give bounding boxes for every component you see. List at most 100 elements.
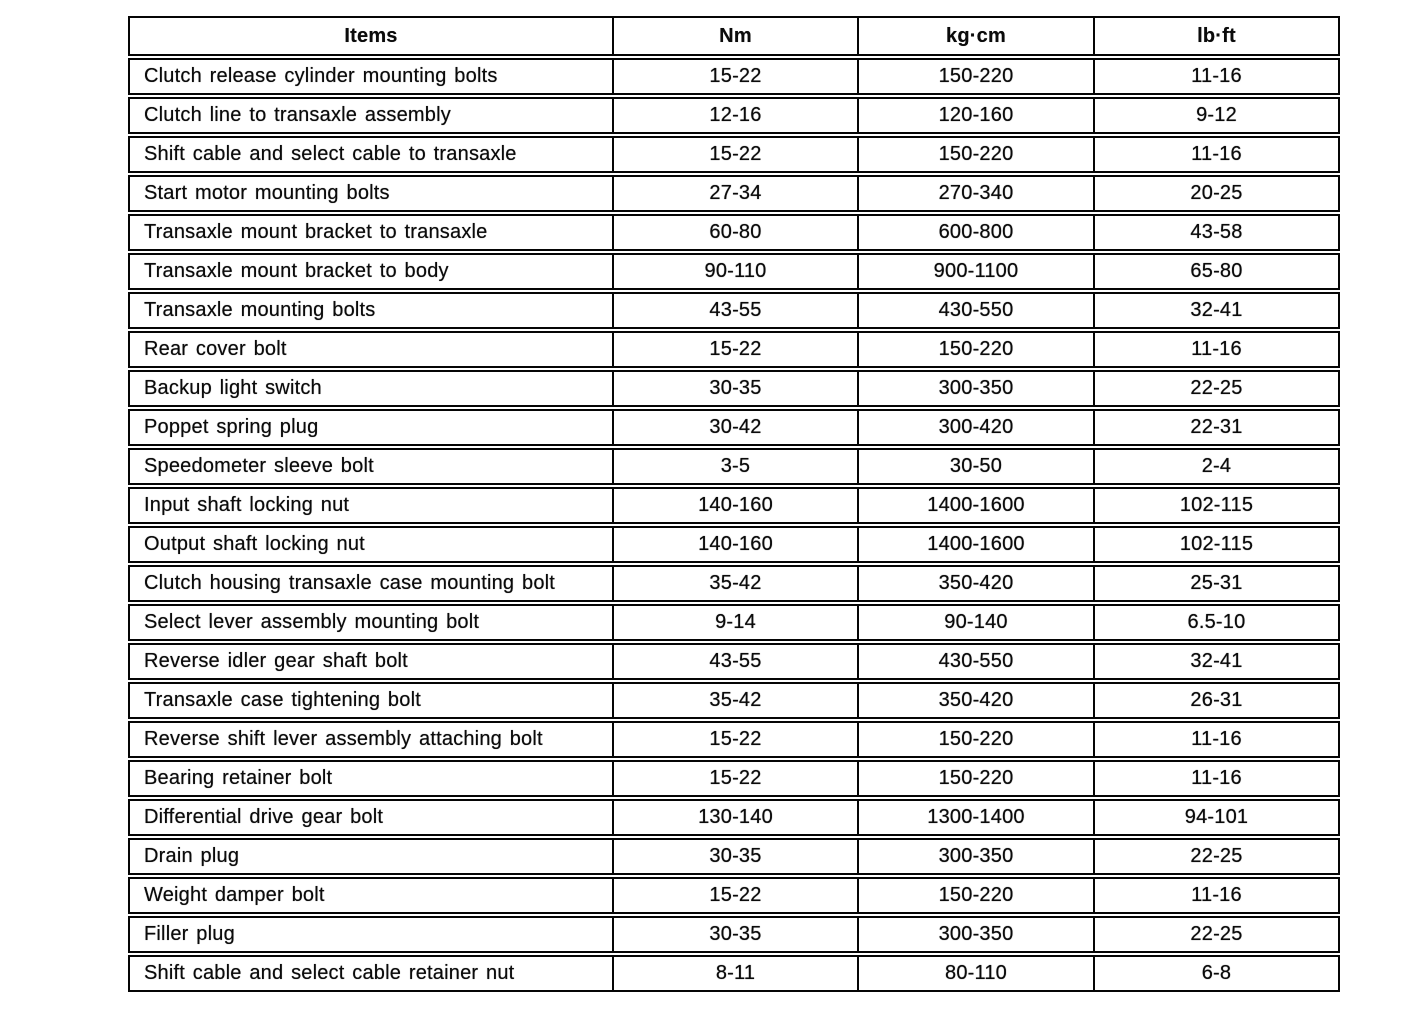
lbft-value: 32-41 <box>1190 650 1243 672</box>
item-label: Backup light switch <box>144 377 322 399</box>
nm-value-cell: 15-22 <box>612 879 857 912</box>
kgcm-value: 1400-1600 <box>927 494 1025 516</box>
kgcm-value: 150-220 <box>938 767 1014 789</box>
item-cell: Differential drive gear bolt <box>130 801 612 834</box>
kgcm-value-cell: 150-220 <box>857 333 1093 366</box>
lbft-value-cell: 102-115 <box>1093 528 1338 561</box>
kgcm-value: 300-350 <box>938 923 1014 945</box>
lbft-value-cell: 11-16 <box>1093 723 1338 756</box>
kgcm-value: 150-220 <box>938 884 1014 906</box>
item-cell: Reverse shift lever assembly attaching b… <box>130 723 612 756</box>
kgcm-value: 300-350 <box>938 845 1014 867</box>
item-cell: Reverse idler gear shaft bolt <box>130 645 612 678</box>
lbft-value: 22-25 <box>1190 845 1243 867</box>
table-row: Input shaft locking nut 140-160 1400-160… <box>128 487 1340 524</box>
item-label: Start motor mounting bolts <box>144 182 390 204</box>
table-row: Rear cover bolt 15-22 150-220 11-16 <box>128 331 1340 368</box>
kgcm-value-cell: 120-160 <box>857 99 1093 132</box>
nm-value: 15-22 <box>709 338 762 360</box>
nm-value: 60-80 <box>709 221 762 243</box>
kgcm-value: 150-220 <box>938 728 1014 750</box>
table-row: Output shaft locking nut 140-160 1400-16… <box>128 526 1340 563</box>
table-row: Transaxle case tightening bolt 35-42 350… <box>128 682 1340 719</box>
nm-value-cell: 43-55 <box>612 294 857 327</box>
item-label: Output shaft locking nut <box>144 533 365 555</box>
table-row: Backup light switch 30-35 300-350 22-25 <box>128 370 1340 407</box>
lbft-value: 22-31 <box>1190 416 1243 438</box>
item-cell: Poppet spring plug <box>130 411 612 444</box>
lbft-value-cell: 2-4 <box>1093 450 1338 483</box>
nm-value-cell: 43-55 <box>612 645 857 678</box>
nm-value-cell: 15-22 <box>612 60 857 93</box>
nm-value-cell: 30-35 <box>612 840 857 873</box>
lbft-value: 25-31 <box>1190 572 1243 594</box>
table-row: Bearing retainer bolt 15-22 150-220 11-1… <box>128 760 1340 797</box>
item-cell: Clutch housing transaxle case mounting b… <box>130 567 612 600</box>
table-row: Poppet spring plug 30-42 300-420 22-31 <box>128 409 1340 446</box>
nm-value: 30-42 <box>709 416 762 438</box>
lbft-value-cell: 32-41 <box>1093 645 1338 678</box>
lbft-value-cell: 65-80 <box>1093 255 1338 288</box>
item-cell: Shift cable and select cable to transaxl… <box>130 138 612 171</box>
torque-spec-table: Items Nm kg·cm lb·ft Clutch release cyli… <box>128 16 1340 994</box>
lbft-value-cell: 22-25 <box>1093 918 1338 951</box>
table-row: Start motor mounting bolts 27-34 270-340… <box>128 175 1340 212</box>
kgcm-value: 350-420 <box>938 689 1014 711</box>
nm-value: 27-34 <box>709 182 762 204</box>
lbft-value-cell: 26-31 <box>1093 684 1338 717</box>
column-header-items-label: Items <box>344 24 398 47</box>
kgcm-value-cell: 300-420 <box>857 411 1093 444</box>
nm-value: 35-42 <box>709 572 762 594</box>
lbft-value-cell: 11-16 <box>1093 879 1338 912</box>
table-row: Select lever assembly mounting bolt 9-14… <box>128 604 1340 641</box>
lbft-value-cell: 94-101 <box>1093 801 1338 834</box>
nm-value: 15-22 <box>709 65 762 87</box>
table-row: Differential drive gear bolt 130-140 130… <box>128 799 1340 836</box>
item-label: Transaxle mount bracket to transaxle <box>144 221 488 243</box>
kgcm-value-cell: 300-350 <box>857 372 1093 405</box>
item-cell: Select lever assembly mounting bolt <box>130 606 612 639</box>
nm-value-cell: 130-140 <box>612 801 857 834</box>
nm-value: 43-55 <box>709 650 762 672</box>
item-label: Weight damper bolt <box>144 884 325 906</box>
lbft-value-cell: 20-25 <box>1093 177 1338 210</box>
item-label: Reverse idler gear shaft bolt <box>144 650 408 672</box>
table-row: Reverse shift lever assembly attaching b… <box>128 721 1340 758</box>
lbft-value: 102-115 <box>1179 533 1254 555</box>
column-header-items: Items <box>130 18 612 54</box>
nm-value-cell: 8-11 <box>612 957 857 990</box>
kgcm-value: 350-420 <box>938 572 1014 594</box>
item-label: Rear cover bolt <box>144 338 287 360</box>
item-label: Transaxle mounting bolts <box>144 299 376 321</box>
nm-value-cell: 3-5 <box>612 450 857 483</box>
lbft-value-cell: 22-25 <box>1093 840 1338 873</box>
item-label: Filler plug <box>144 923 235 945</box>
nm-value-cell: 140-160 <box>612 528 857 561</box>
kgcm-value: 90-140 <box>944 611 1008 633</box>
kgcm-value-cell: 430-550 <box>857 645 1093 678</box>
nm-value: 15-22 <box>709 884 762 906</box>
kgcm-value-cell: 80-110 <box>857 957 1093 990</box>
kgcm-value-cell: 150-220 <box>857 723 1093 756</box>
table-row: Transaxle mounting bolts 43-55 430-550 3… <box>128 292 1340 329</box>
item-cell: Output shaft locking nut <box>130 528 612 561</box>
kgcm-value-cell: 1400-1600 <box>857 489 1093 522</box>
nm-value-cell: 12-16 <box>612 99 857 132</box>
kgcm-value-cell: 90-140 <box>857 606 1093 639</box>
item-cell: Speedometer sleeve bolt <box>130 450 612 483</box>
nm-value: 90-110 <box>704 260 767 282</box>
lbft-value-cell: 25-31 <box>1093 567 1338 600</box>
lbft-value-cell: 6-8 <box>1093 957 1338 990</box>
nm-value: 15-22 <box>709 143 762 165</box>
nm-value-cell: 15-22 <box>612 762 857 795</box>
lbft-value: 2-4 <box>1201 455 1232 477</box>
lbft-value-cell: 6.5-10 <box>1093 606 1338 639</box>
item-label: Transaxle case tightening bolt <box>144 689 421 711</box>
lbft-value: 102-115 <box>1179 494 1254 516</box>
lbft-value: 22-25 <box>1190 377 1243 399</box>
kgcm-value-cell: 150-220 <box>857 60 1093 93</box>
item-cell: Transaxle mount bracket to body <box>130 255 612 288</box>
item-cell: Bearing retainer bolt <box>130 762 612 795</box>
nm-value: 15-22 <box>709 767 762 789</box>
